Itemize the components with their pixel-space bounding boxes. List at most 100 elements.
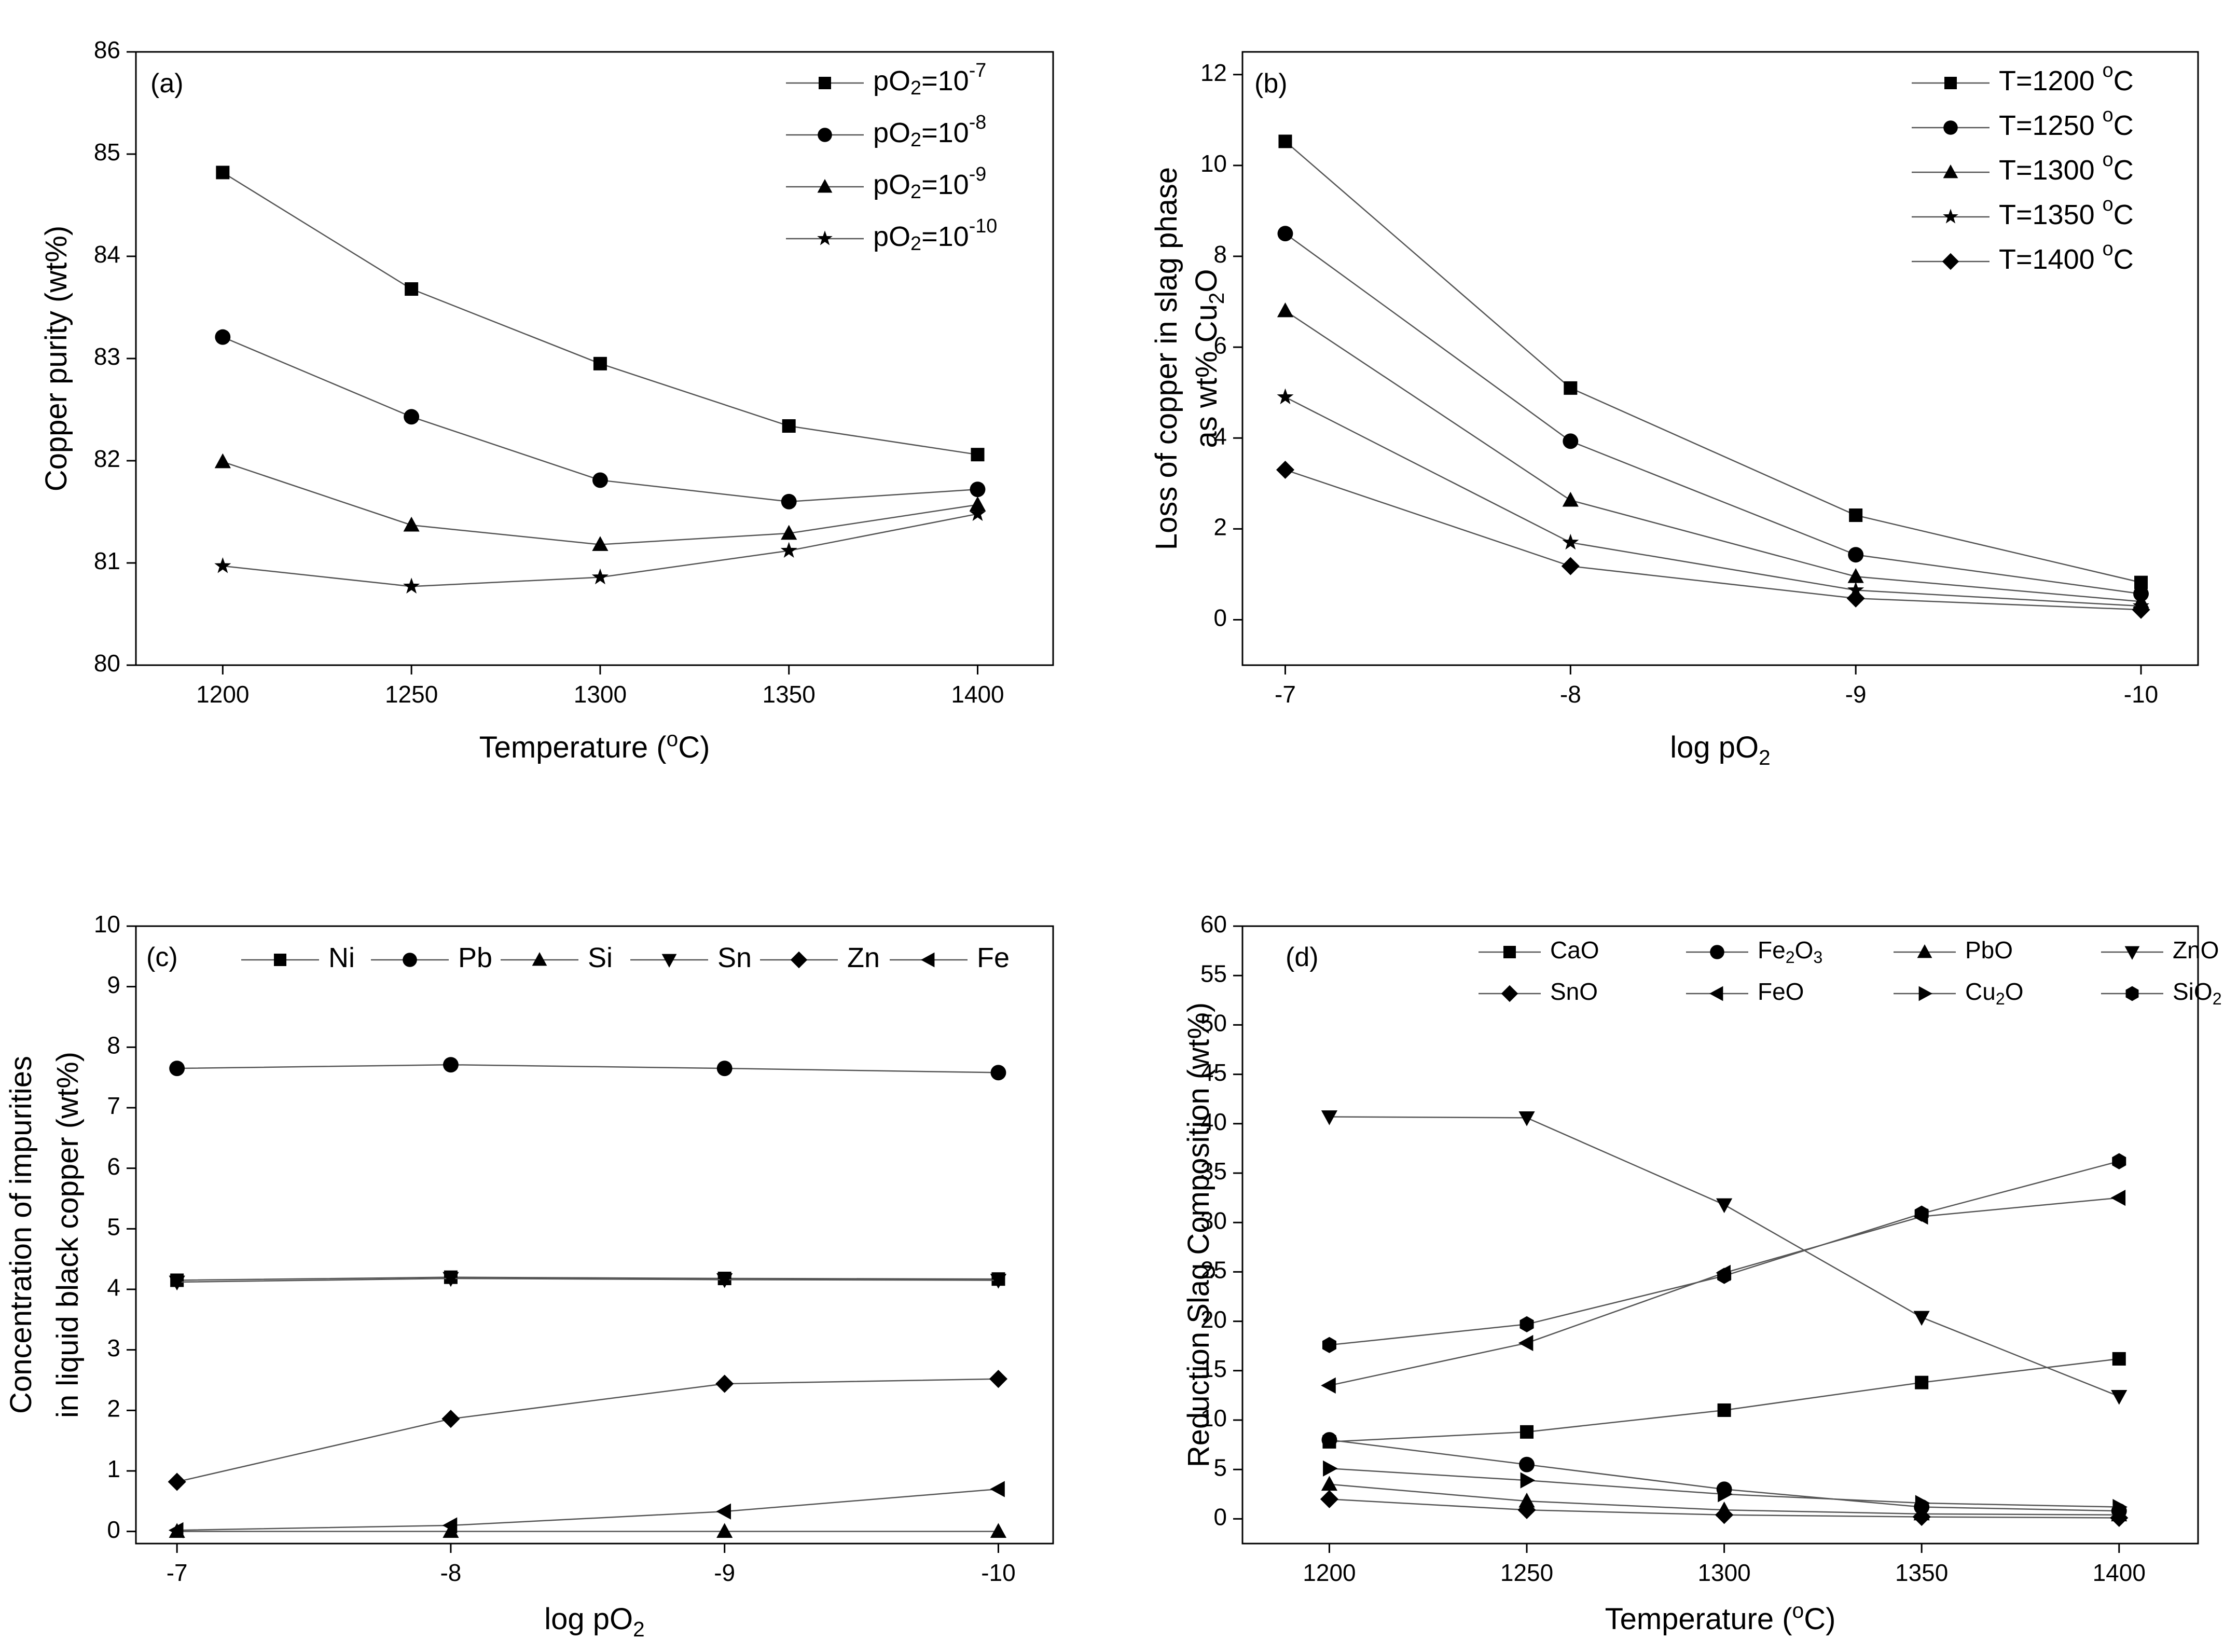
x-axis-label: Temperature (oC): [1605, 1599, 1836, 1636]
panel-tag: (b): [1254, 68, 1288, 99]
data-point: [1277, 226, 1293, 242]
x-tick-label: 1350: [763, 681, 816, 708]
y-tick-label: 0: [107, 1516, 120, 1543]
data-point: [443, 1272, 459, 1287]
series-pO2=10-9: [214, 453, 986, 551]
x-tick-label: 1400: [2093, 1559, 2146, 1586]
data-point: [1323, 1460, 1338, 1477]
series-line: [1284, 310, 2142, 602]
series-FeO: [1321, 1190, 2126, 1394]
data-point: [214, 557, 231, 573]
data-point: [591, 568, 609, 585]
legend-label: Zn: [847, 942, 880, 973]
y-tick-label: 2: [1213, 513, 1227, 540]
x-tick-label: -9: [1845, 681, 1867, 708]
series-line: [222, 172, 978, 456]
y-tick-label: 4: [1213, 422, 1227, 449]
legend-marker: [817, 230, 833, 245]
data-point: [592, 536, 609, 551]
data-point: [716, 1273, 733, 1288]
plot-frame: [1241, 925, 2199, 1545]
legend-marker: [1709, 986, 1723, 1001]
legend: T=1200 oC T=1250 oC T=1300 oC T=1350 oC T=14…: [1912, 60, 2134, 275]
x-tick-label: -8: [440, 1559, 461, 1586]
data-point: [1321, 1476, 1338, 1491]
data-point: [1518, 1492, 1535, 1508]
y-tick-label: 6: [107, 1153, 120, 1180]
legend-label: PbO: [1965, 937, 2013, 963]
y-tick-label: 8: [107, 1031, 120, 1058]
legend-label: Pb: [458, 942, 492, 973]
data-point: [1561, 557, 1580, 575]
legend: Ni Pb Si Sn Zn Fe: [241, 942, 1010, 973]
y-tick-label: 9: [107, 971, 120, 998]
panel-2: -7 -8 -9 -10 0 1 2 3 4 5 6 7 8 9 10 log pO2 Concentratio…: [4, 911, 1054, 1641]
y-tick-label: 86: [94, 36, 120, 63]
y-tick-label: 35: [1200, 1158, 1227, 1185]
series-pO2=10-7: [216, 166, 985, 462]
x-tick-label: 1200: [196, 681, 249, 708]
data-point: [1562, 491, 1579, 507]
x-tick-label: -7: [1275, 681, 1296, 708]
y-tick-label: 40: [1200, 1108, 1227, 1135]
data-point: [1914, 1205, 1929, 1222]
legend-label: pO2=10-10: [873, 215, 997, 255]
data-point: [1517, 1500, 1536, 1519]
series-Pb: [169, 1057, 1006, 1081]
legend-marker: [1501, 985, 1518, 1002]
data-point: [2112, 1352, 2126, 1366]
data-point: [592, 472, 608, 488]
data-point: [214, 453, 231, 469]
legend-marker: [1943, 209, 1958, 224]
y-tick-label: 55: [1200, 960, 1227, 987]
legend-label: Fe: [977, 942, 1010, 973]
legend-marker: [790, 951, 808, 969]
legend-marker: [1944, 77, 1957, 89]
legend-label: SiO2: [2173, 978, 2222, 1008]
data-point: [1518, 1111, 1535, 1126]
data-point: [2112, 1153, 2126, 1169]
data-point: [969, 505, 986, 521]
data-point: [780, 542, 797, 558]
data-point: [1848, 547, 1864, 563]
series-SnO: [1320, 1490, 2129, 1527]
series-T=1250 oC: [1277, 226, 2149, 602]
data-point: [593, 356, 607, 370]
legend-marker: [661, 954, 677, 968]
series-line: [1284, 141, 2142, 583]
y-tick-label: 0: [1213, 604, 1227, 631]
data-point: [2110, 1190, 2126, 1206]
series-line: [176, 1378, 999, 1483]
legend-marker: [1503, 946, 1516, 958]
x-axis-label: log pO2: [1670, 731, 1770, 769]
y-tick-label: 6: [1213, 332, 1227, 359]
y-tick-label: 1: [107, 1455, 120, 1482]
y-axis-label: Reduction Slag Composition (wt%): [1182, 1002, 1215, 1467]
data-point: [1915, 1495, 1930, 1511]
y-tick-label: 4: [107, 1274, 120, 1301]
x-tick-label: 1300: [1697, 1559, 1750, 1586]
series-line: [1284, 233, 2142, 595]
data-point: [1321, 1377, 1336, 1394]
data-point: [1277, 388, 1294, 405]
data-point: [1519, 1456, 1535, 1472]
legend-marker: [2124, 946, 2140, 960]
data-point: [1520, 1425, 1534, 1439]
series-line: [1329, 1197, 2119, 1386]
series-Zn: [168, 1370, 1007, 1491]
legend: CaO Fe2O3 PbO ZnO SnO FeO Cu2O SiO2: [1479, 937, 2222, 1008]
y-tick-label: 2: [107, 1395, 120, 1422]
legend-label: Fe2O3: [1758, 937, 1822, 966]
legend-label: pO2=10-7: [873, 60, 986, 99]
legend-marker: [1710, 945, 1724, 959]
x-tick-label: -8: [1560, 681, 1581, 708]
series-line: [1329, 1160, 2120, 1346]
legend-marker: [819, 77, 831, 89]
panel-3: 1200 1250 1300 1350 1400 0 5 10 15 20 25 30 35 40 45 50…: [1182, 911, 2222, 1636]
plot-frame: [135, 925, 1054, 1545]
legend: pO2=10-7 pO2=10-8 pO2=10-9 pO2=10-10: [786, 60, 997, 255]
data-point: [404, 409, 420, 425]
legend-marker: [817, 179, 833, 193]
series-T=1300 oC: [1277, 302, 2149, 608]
data-point: [1277, 302, 1294, 318]
